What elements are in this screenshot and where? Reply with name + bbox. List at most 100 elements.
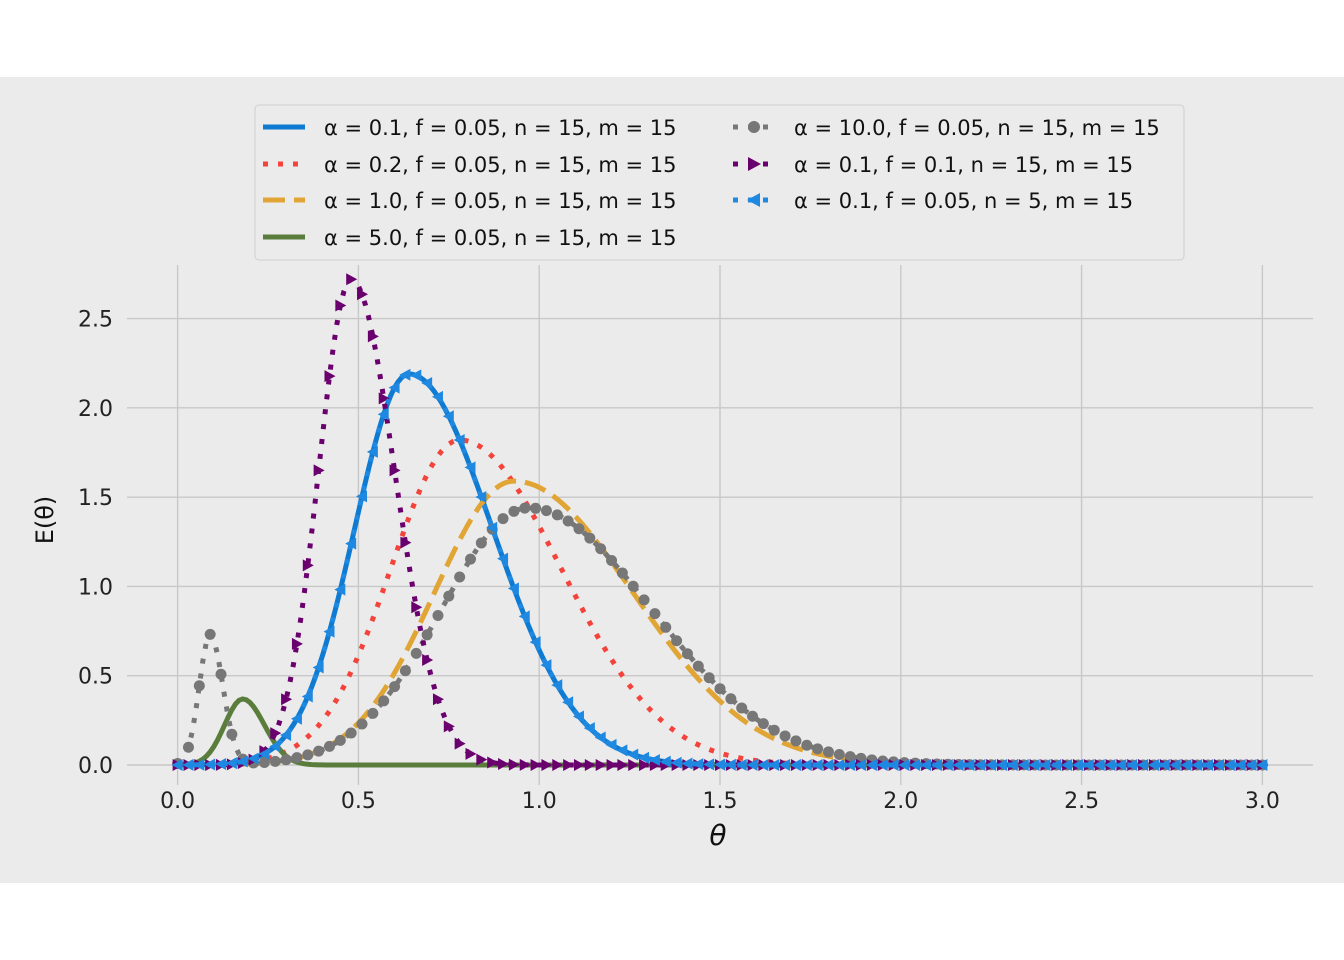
data-point [703,758,715,771]
data-point [453,434,465,447]
data-point [540,505,552,517]
data-point [757,758,769,771]
data-point [431,390,443,403]
data-point [605,738,617,751]
data-point [421,629,433,641]
data-point [540,659,552,672]
data-point [366,445,378,458]
data-point [399,368,411,381]
data-point [465,553,477,565]
data-point [735,758,747,771]
data-point [1137,759,1149,771]
data-point [855,758,867,771]
data-point [313,464,325,477]
data-point [920,759,932,771]
data-point [497,552,509,565]
data-point [594,731,606,744]
data-point [432,610,444,622]
data-point [324,370,336,383]
data-point [367,707,379,719]
data-point [507,582,519,595]
data-point [627,580,639,592]
data-point [389,681,401,693]
data-point [627,748,639,761]
legend-marker [748,157,761,171]
data-point [746,758,758,771]
data-point [563,758,575,771]
data-point [1082,759,1094,771]
data-point [182,741,194,753]
x-tick-label: 0.5 [341,789,376,814]
data-point [280,754,292,766]
data-point [411,601,423,614]
data-point [541,758,553,771]
y-tick-label: 0.0 [78,754,113,779]
y-axis-label: E(θ) [31,496,59,545]
data-point [811,758,823,771]
data-point [530,758,542,771]
data-point [465,747,477,760]
data-point [334,734,346,746]
data-point [346,273,358,286]
data-point [519,502,531,514]
data-point [313,745,325,757]
data-point [422,653,434,666]
data-point [616,567,628,579]
data-point [649,608,661,620]
data-point [215,668,227,680]
series-7 [171,368,1268,771]
data-point [822,758,834,771]
data-point [442,410,454,423]
data-point [476,753,488,766]
data-point [800,758,812,771]
data-point [290,712,302,725]
data-point [323,625,335,638]
data-point [638,751,650,764]
data-point [357,288,369,301]
data-point [887,759,899,771]
legend-marker [747,193,760,207]
data-point [378,695,390,707]
data-point [258,756,270,768]
data-point [606,759,618,771]
data-point [736,702,748,714]
data-point [443,720,455,733]
data-point [400,536,412,549]
data-point [378,392,390,405]
data-point [985,759,997,771]
data-point [519,758,531,771]
y-tick-label: 0.5 [78,665,113,690]
data-point [573,523,585,535]
data-point [865,758,877,771]
data-point [475,537,487,549]
legend-entry-5: α = 10.0, f = 0.05, n = 15, m = 15 [733,116,1160,140]
data-point [681,757,693,770]
data-point [410,647,422,659]
data-point [1180,759,1192,771]
data-point [779,758,791,771]
data-point [725,693,737,705]
x-axis-label: θ [709,819,726,852]
data-point [270,727,282,740]
data-point [1234,759,1246,771]
legend-label: α = 0.1, f = 0.05, n = 15, m = 15 [324,116,676,140]
y-tick-label: 2.0 [78,397,113,422]
data-point [638,594,650,606]
data-point [670,756,682,769]
data-point [281,693,293,706]
data-point [757,718,769,730]
data-point [312,661,324,674]
x-tick-label: 0.0 [160,789,195,814]
data-point [226,728,238,740]
data-point [399,665,411,677]
data-point [367,330,379,343]
data-point [258,747,270,760]
data-point [616,744,628,757]
data-point [703,672,715,684]
data-point [518,610,530,623]
data-point [1223,759,1235,771]
data-point [454,737,466,750]
data-point [617,759,629,771]
data-point [714,758,725,771]
data-point [551,509,563,521]
